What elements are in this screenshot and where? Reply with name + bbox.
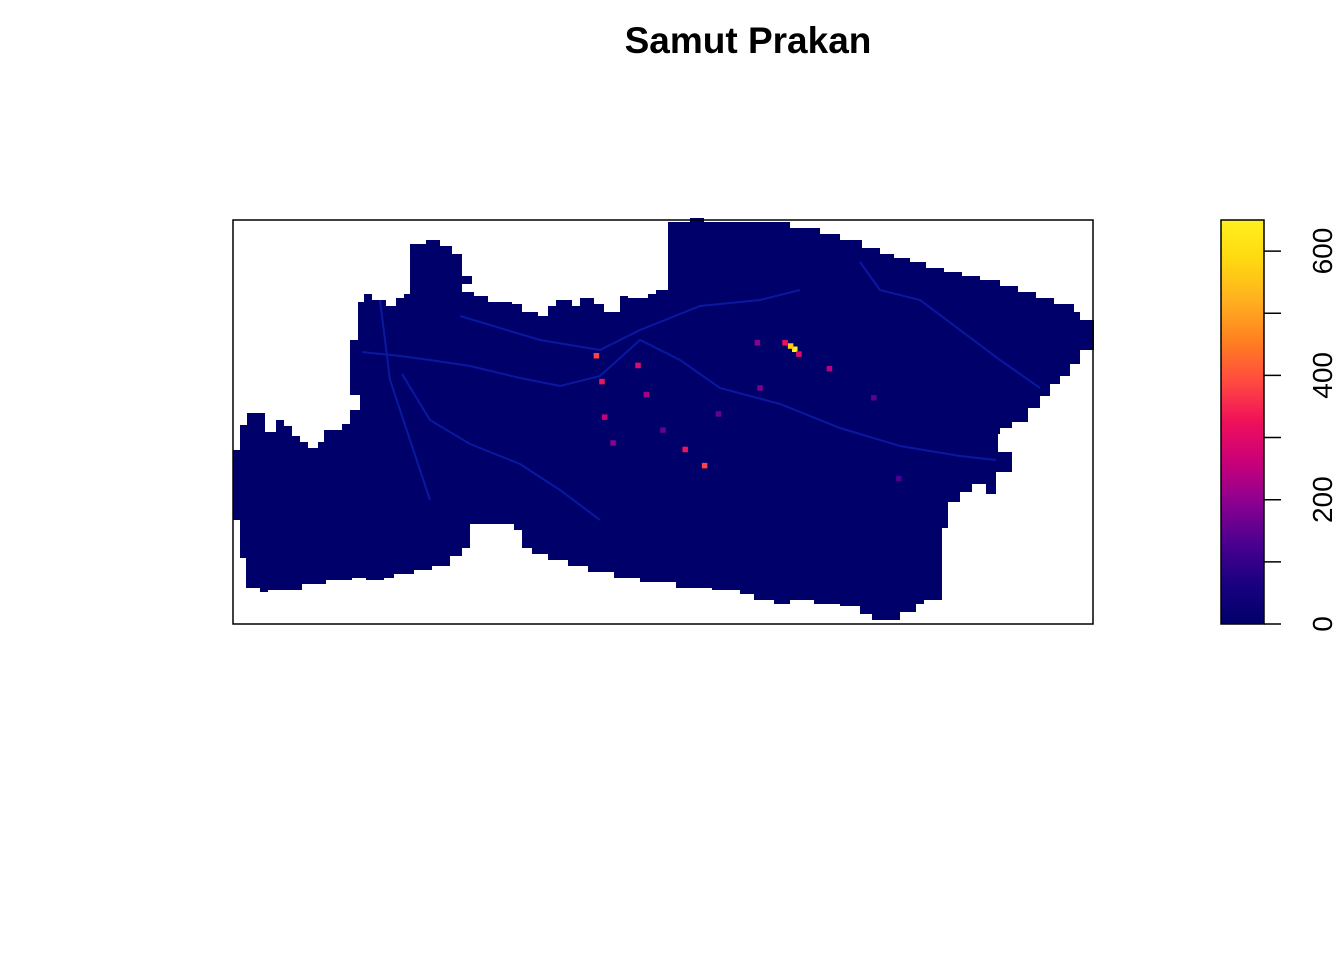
- hotspot-cell: [757, 385, 763, 391]
- plot-frame: [232, 219, 1094, 625]
- raster-region: [233, 218, 1094, 620]
- hotspot-cell: [792, 346, 798, 353]
- hotspot-cell: [826, 365, 833, 372]
- map-title: Samut Prakan: [625, 20, 872, 61]
- colorbar-tick-label: 200: [1307, 476, 1338, 523]
- hotspot-cell: [593, 352, 600, 359]
- hotspot-cell: [782, 340, 788, 346]
- hotspot-cell: [754, 340, 761, 346]
- raster-layer: [233, 218, 1094, 620]
- colorbar-ticks: 0 200 400 600: [1264, 228, 1338, 632]
- road-network: [361, 261, 1041, 521]
- hotspot-cell: [610, 440, 616, 446]
- colorbar-tick-label: 0: [1307, 616, 1338, 632]
- hotspot-cell: [660, 427, 666, 433]
- hotspot-cell: [682, 446, 688, 453]
- hotspot-cell: [787, 343, 794, 349]
- hotspot-cell: [715, 411, 722, 417]
- colorbar-tick-label: 600: [1307, 228, 1338, 275]
- hotspot-cell: [896, 475, 902, 482]
- colorbar-tick-label: 400: [1307, 352, 1338, 399]
- hotspot-cell: [601, 414, 608, 420]
- hotspot-cell: [701, 462, 708, 469]
- hotspot-cell: [871, 395, 877, 401]
- hotspot-cell: [643, 391, 650, 398]
- hotspot-cell: [796, 351, 802, 357]
- colorbar-gradient: [1220, 219, 1265, 625]
- hotspot-cell: [599, 378, 605, 385]
- colorbar-legend: 0 200 400 600: [1220, 219, 1338, 632]
- hotspot-cells: [593, 340, 902, 482]
- hotspot-cell: [635, 362, 641, 369]
